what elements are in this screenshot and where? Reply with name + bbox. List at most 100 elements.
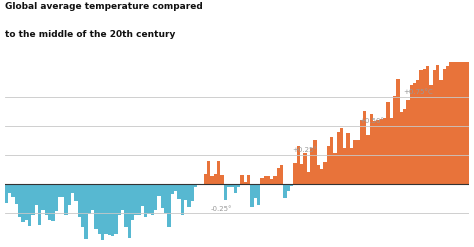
Bar <box>154 184 157 210</box>
Bar <box>429 85 433 184</box>
Text: ţ: ţ <box>305 15 311 29</box>
Bar <box>118 184 121 215</box>
Bar <box>210 176 214 184</box>
Bar <box>41 184 45 210</box>
Bar <box>300 164 303 184</box>
Bar <box>55 184 58 211</box>
Text: Global average temperature compared: Global average temperature compared <box>5 2 202 11</box>
Bar <box>11 184 15 197</box>
Bar <box>287 184 290 191</box>
Bar <box>393 96 396 184</box>
Bar <box>257 184 260 205</box>
Bar <box>273 176 277 184</box>
Bar <box>433 70 436 184</box>
Bar <box>410 85 413 184</box>
Bar <box>25 184 28 220</box>
Bar <box>280 165 283 184</box>
Bar <box>449 50 453 184</box>
Bar <box>144 184 147 217</box>
Bar <box>260 178 264 184</box>
Bar <box>426 66 429 184</box>
Bar <box>459 45 463 184</box>
Bar <box>147 184 151 214</box>
Bar <box>234 184 237 193</box>
Bar <box>191 184 194 202</box>
Bar <box>310 148 313 184</box>
Bar <box>220 175 224 184</box>
Bar <box>466 44 469 184</box>
Bar <box>390 118 393 184</box>
Bar <box>386 103 390 184</box>
Bar <box>164 184 167 213</box>
Bar <box>48 184 51 220</box>
Bar <box>171 184 174 194</box>
Bar <box>94 184 98 229</box>
Bar <box>297 145 300 184</box>
Bar <box>330 137 333 184</box>
Bar <box>376 120 380 184</box>
Bar <box>350 148 353 184</box>
Text: +0.75°C: +0.75°C <box>403 89 433 95</box>
Bar <box>197 184 201 185</box>
Bar <box>161 184 164 208</box>
Text: -0.25°: -0.25° <box>211 206 232 212</box>
Bar <box>141 184 144 206</box>
Bar <box>453 31 456 184</box>
Bar <box>58 184 61 197</box>
Bar <box>307 172 310 184</box>
Bar <box>131 184 134 220</box>
Bar <box>207 161 210 184</box>
Bar <box>64 184 68 215</box>
Bar <box>121 184 124 210</box>
Bar <box>463 56 466 184</box>
Bar <box>380 119 383 184</box>
Text: +0.25°: +0.25° <box>292 147 317 153</box>
Bar <box>360 120 363 184</box>
Bar <box>51 184 55 221</box>
Bar <box>270 179 273 184</box>
Bar <box>204 173 207 184</box>
Bar <box>439 80 443 184</box>
Bar <box>15 184 18 204</box>
Bar <box>124 184 128 227</box>
Bar <box>38 184 41 225</box>
Bar <box>254 184 257 198</box>
Bar <box>28 184 31 226</box>
Bar <box>98 184 101 234</box>
Bar <box>31 184 35 215</box>
Bar <box>323 162 327 184</box>
Bar <box>423 69 426 184</box>
Bar <box>21 184 25 222</box>
Bar <box>177 184 181 199</box>
Bar <box>88 184 91 214</box>
Bar <box>111 184 114 236</box>
Bar <box>134 184 137 215</box>
Bar <box>74 184 78 202</box>
Bar <box>18 184 21 217</box>
Bar <box>194 184 197 187</box>
Bar <box>114 184 118 234</box>
Bar <box>224 184 227 200</box>
Bar <box>214 173 217 184</box>
Bar <box>373 121 376 184</box>
Bar <box>303 153 307 184</box>
Bar <box>104 184 108 234</box>
Bar <box>250 184 254 207</box>
Bar <box>366 135 370 184</box>
Bar <box>217 161 220 184</box>
Bar <box>313 140 317 184</box>
Bar <box>108 184 111 235</box>
Bar <box>443 69 446 184</box>
Bar <box>446 66 449 184</box>
Text: Published 2020: Published 2020 <box>345 16 459 29</box>
Bar <box>340 128 343 184</box>
Bar <box>8 184 11 193</box>
Bar <box>436 65 439 184</box>
Bar <box>419 70 423 184</box>
Bar <box>353 140 356 184</box>
Bar <box>267 176 270 184</box>
Bar <box>181 184 184 215</box>
Bar <box>84 184 88 239</box>
Bar <box>151 184 154 215</box>
Bar <box>187 184 191 207</box>
